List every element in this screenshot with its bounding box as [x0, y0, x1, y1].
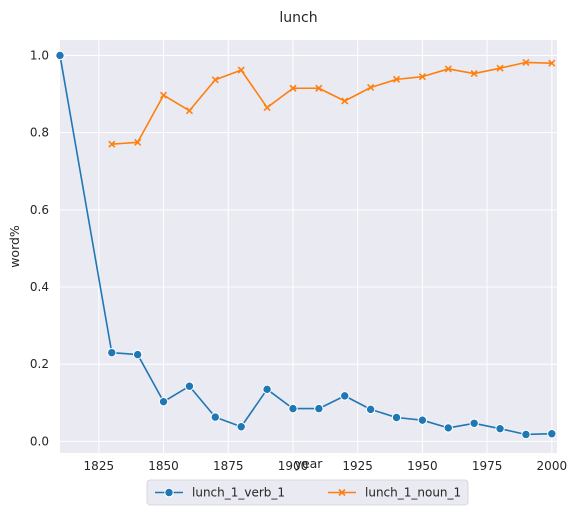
data-point [108, 140, 116, 148]
data-point [236, 422, 246, 432]
data-point [392, 75, 401, 83]
legend-marker [338, 488, 346, 497]
data-point [444, 65, 452, 73]
series-lunch_1_noun_1 [108, 58, 556, 148]
y-tick-label: 0.0 [30, 434, 49, 448]
y-tick-label: 0.4 [30, 280, 49, 294]
y-tick-label: 1.0 [30, 48, 49, 62]
data-point [341, 97, 349, 105]
x-axis-label: year [295, 456, 324, 471]
legend-item: lunch_1_verb_1 [155, 486, 285, 500]
x-tick-label: 1875 [213, 459, 244, 473]
data-point [391, 412, 402, 423]
grid [60, 40, 557, 453]
y-tick-label: 0.8 [30, 126, 49, 140]
legend-item: lunch_1_noun_1 [328, 486, 461, 500]
data-point [418, 73, 426, 81]
data-point [314, 403, 324, 414]
y-axis-ticks: 0.0 0.2 0.4 0.6 0.8 1.0 [30, 48, 49, 448]
data-point [417, 415, 428, 425]
y-tick-label: 0.6 [30, 203, 49, 217]
legend-marker [164, 487, 174, 498]
x-tick-label: 1850 [148, 459, 179, 473]
data-point [365, 404, 376, 415]
chart-title: lunch [279, 10, 317, 26]
y-axis-label: word% [7, 225, 22, 268]
data-point [107, 347, 117, 358]
x-tick-label: 1925 [342, 459, 373, 473]
data-point [55, 50, 65, 61]
x-tick-label: 1950 [407, 459, 438, 473]
data-point [315, 84, 323, 92]
data-point [522, 58, 530, 66]
data-point [470, 70, 478, 78]
data-point [210, 412, 221, 422]
data-point [159, 91, 168, 99]
data-point [263, 103, 271, 112]
data-point [211, 76, 219, 84]
data-point [289, 84, 297, 92]
data-point [288, 403, 298, 414]
data-point [521, 429, 531, 440]
data-point [134, 138, 142, 146]
data-point [132, 349, 143, 360]
x-tick-label: 1900 [278, 459, 309, 473]
data-point [262, 384, 272, 395]
data-point [185, 107, 193, 115]
x-tick-label: 1825 [84, 459, 115, 473]
data-point [158, 396, 169, 407]
data-point [340, 391, 350, 401]
x-axis-ticks: 1825 1850 1875 1900 1925 1950 1975 2000 [84, 459, 568, 473]
data-point [184, 381, 195, 391]
legend-label: lunch_1_verb_1 [192, 486, 285, 500]
y-tick-label: 0.2 [30, 357, 49, 371]
legend-box [146, 479, 469, 506]
data-point [237, 66, 245, 74]
data-point [469, 418, 479, 428]
plot-area [60, 40, 557, 453]
legend: lunch_1_verb_1 lunch_1_noun_1 [146, 479, 469, 506]
data-point [443, 423, 453, 433]
data-point [495, 423, 505, 434]
x-tick-label: 1975 [472, 459, 503, 473]
series-layer [55, 50, 557, 440]
legend-label: lunch_1_noun_1 [365, 486, 461, 500]
data-point [548, 59, 556, 67]
data-point [496, 64, 504, 72]
data-point [547, 429, 557, 439]
series-line-lunch_1_noun_1 [111, 61, 552, 146]
data-point [367, 83, 375, 92]
series-lunch_1_verb_1 [55, 50, 557, 440]
x-tick-label: 2000 [537, 459, 568, 473]
